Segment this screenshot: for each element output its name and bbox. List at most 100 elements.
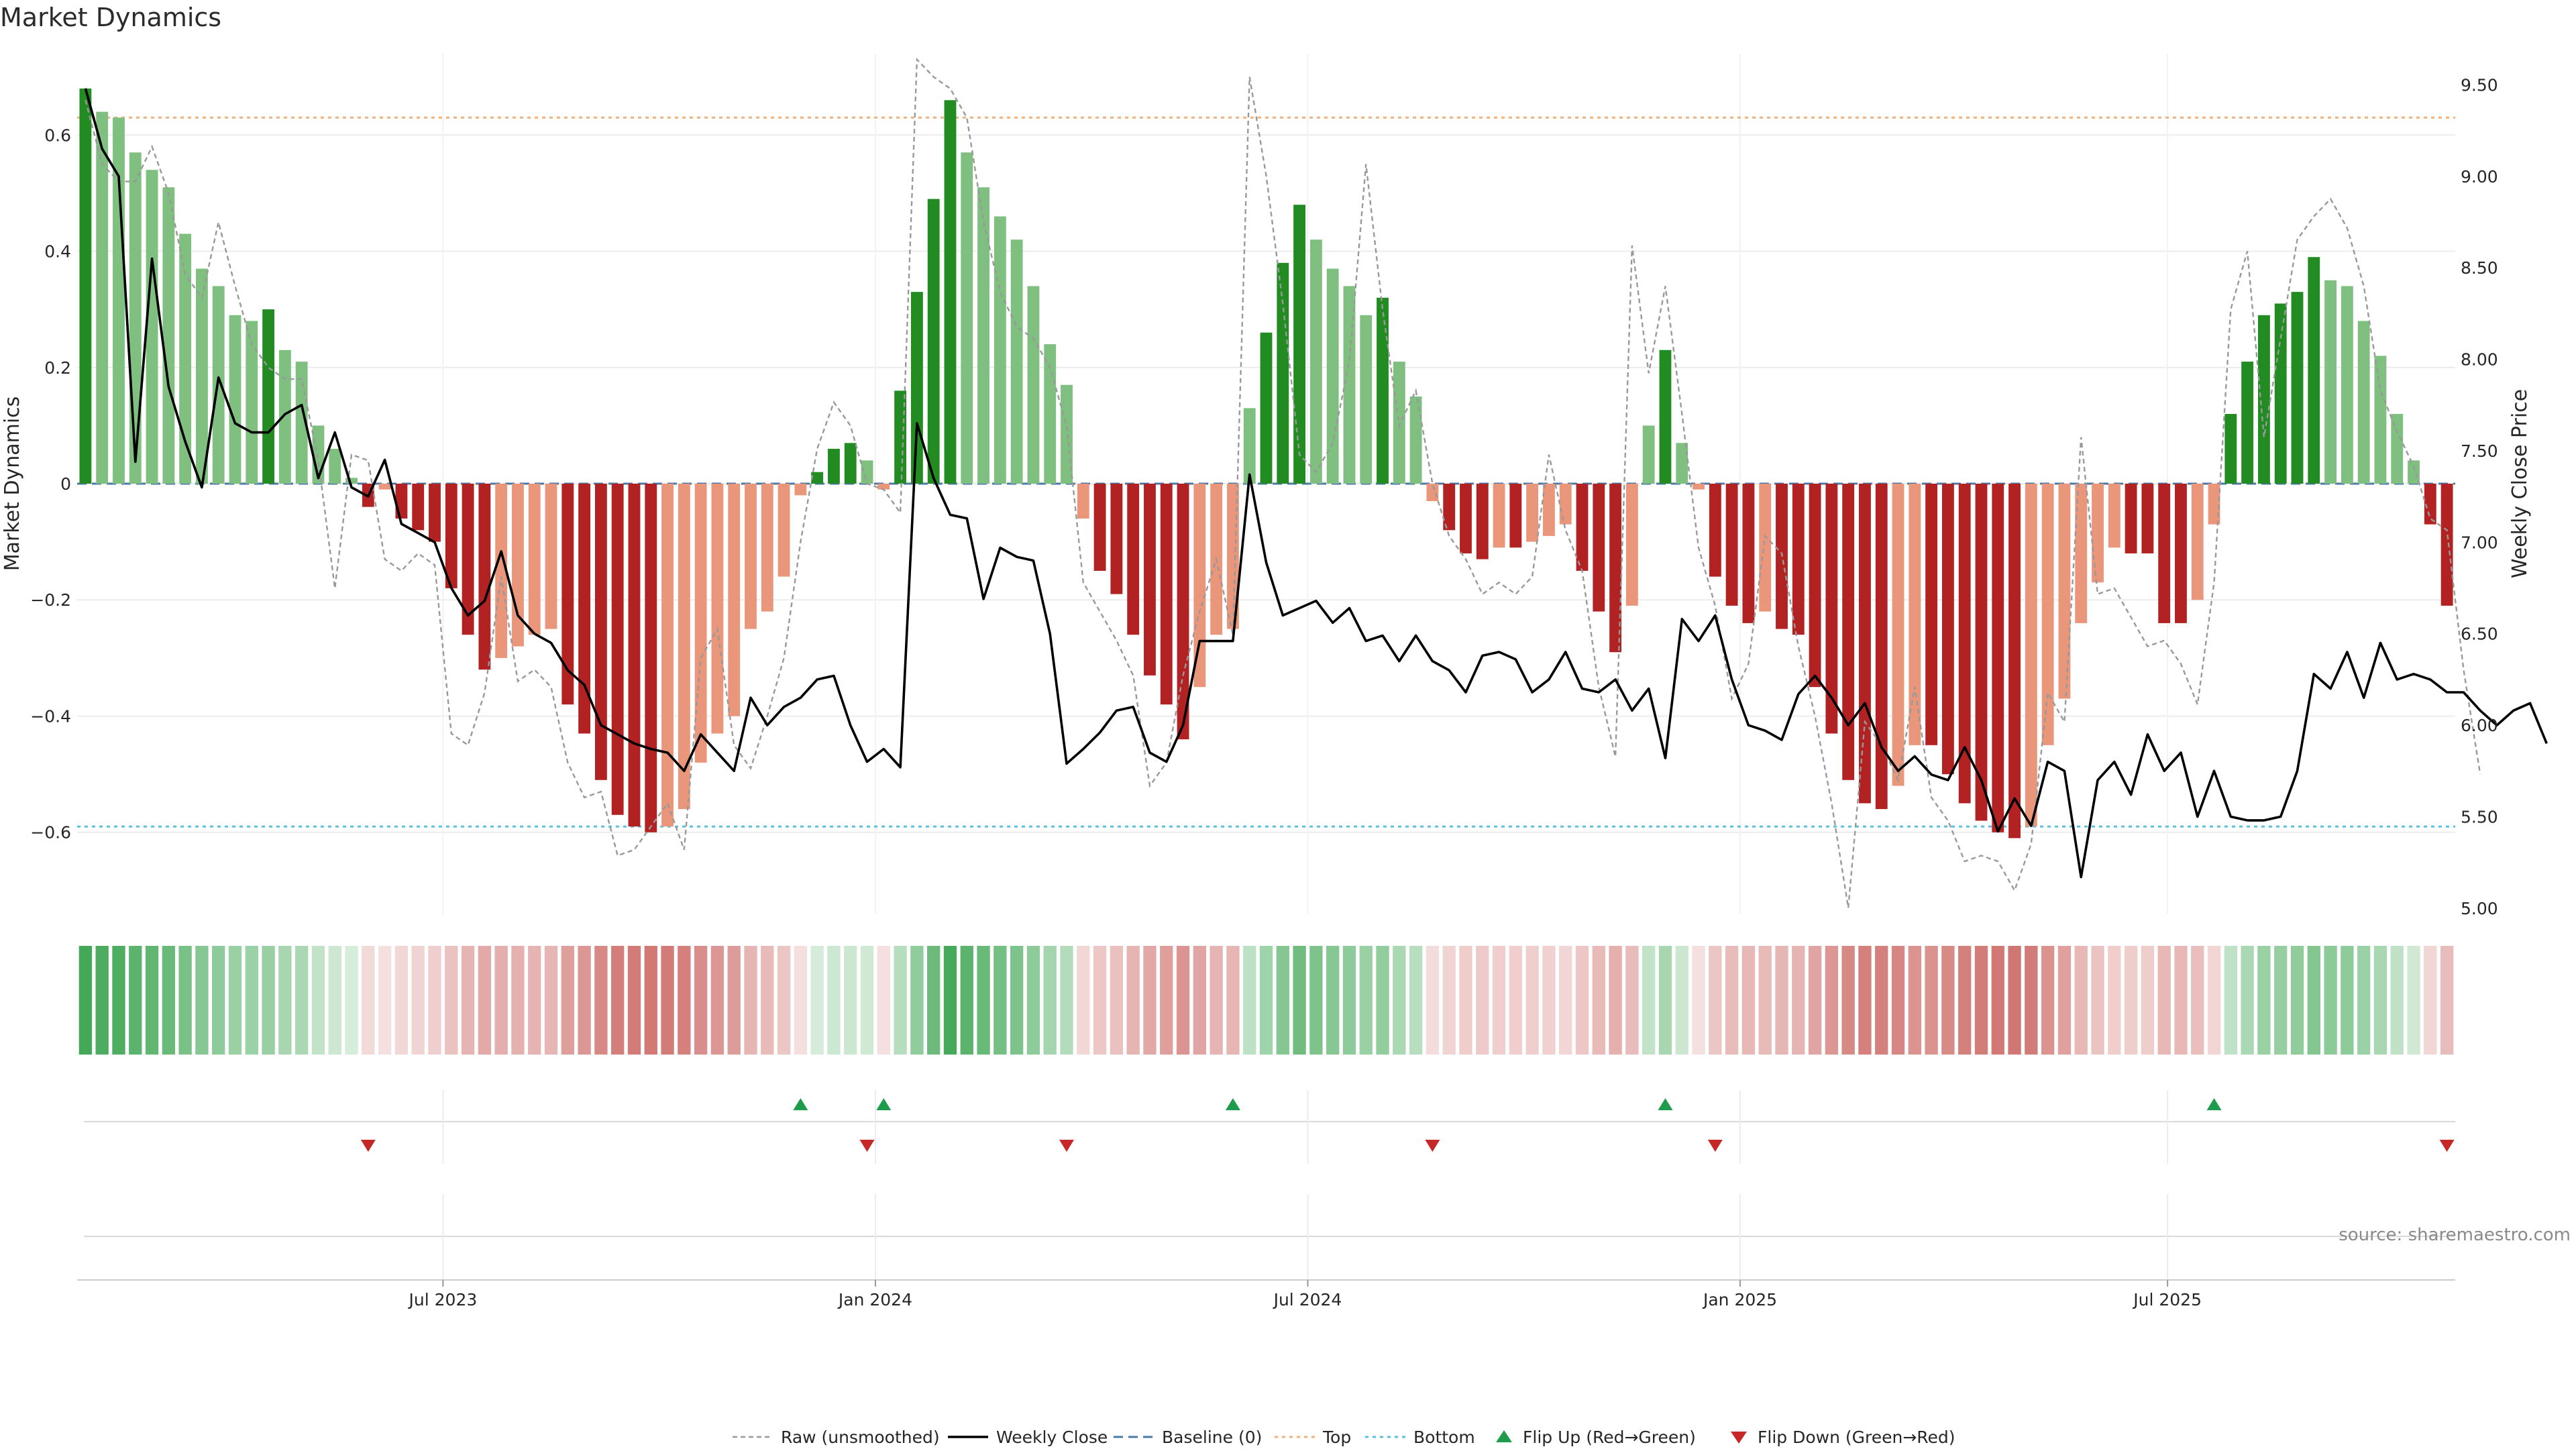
heat-cell <box>694 946 708 1055</box>
dynamics-bar <box>162 187 175 484</box>
heat-cell <box>1575 946 1589 1055</box>
dynamics-bar <box>512 484 524 647</box>
heat-cell <box>1043 946 1057 1055</box>
heat-cell <box>2407 946 2420 1055</box>
y-right-tick-label: 5.50 <box>2461 807 2498 826</box>
heat-cell <box>378 946 392 1055</box>
legend-label: Bottom <box>1413 1428 1475 1447</box>
heat-cell <box>1476 946 1489 1055</box>
dynamics-bar <box>1842 484 1855 780</box>
dynamics-bar <box>1077 484 1089 519</box>
heat-cell <box>2290 946 2304 1055</box>
dynamics-bar <box>1625 484 1638 606</box>
dynamics-bar <box>1909 484 1921 745</box>
heat-cell <box>1625 946 1639 1055</box>
dynamics-bar <box>1443 484 1456 531</box>
heat-cell <box>894 946 907 1055</box>
dynamics-bar <box>429 484 441 542</box>
dynamics-bar <box>1825 484 1838 734</box>
heat-cell <box>394 946 409 1055</box>
heat-cell <box>1808 946 1822 1055</box>
y-left-axis-title: Market Dynamics <box>1 396 24 572</box>
y-left-tick-label: 0 <box>60 474 71 494</box>
heat-cell <box>1077 946 1090 1055</box>
heat-cell <box>1276 946 1289 1055</box>
chart-legend: Raw (unsmoothed) Weekly Close Baseline (0)… <box>733 1428 1955 1447</box>
dynamics-bar <box>877 484 890 490</box>
dynamics-bar <box>1925 484 1938 745</box>
heat-cell <box>1658 946 1672 1055</box>
x-tick-label: Jan 2024 <box>837 1290 912 1309</box>
heat-cell <box>1542 946 1556 1055</box>
dynamics-bar <box>1493 484 1505 548</box>
dynamics-bar <box>1144 484 1156 676</box>
legend-item-flip_up: Flip Up (Red→Green) <box>1496 1428 1696 1447</box>
dynamics-bar <box>1543 484 1555 536</box>
heat-cell <box>1309 946 1323 1055</box>
x-axis-ticks: Jul 2023 Jan 2024 Jul 2024 Jan 2025 Jul 2025 <box>408 1280 2202 1309</box>
heat-cell <box>528 946 541 1055</box>
dynamics-bar <box>1742 484 1755 623</box>
heat-cell <box>1193 946 1207 1055</box>
dynamics-bar <box>2357 321 2370 484</box>
dynamics-bar <box>561 484 574 705</box>
heat-cell <box>1376 946 1389 1055</box>
dynamics-bar <box>229 315 241 484</box>
legend-swatch-flip-up <box>1496 1430 1512 1442</box>
heat-cell <box>2390 946 2404 1055</box>
dynamics-bar <box>994 216 1006 484</box>
dynamics-bar <box>1127 484 1140 635</box>
y-right-tick-label: 6.00 <box>2461 716 2498 735</box>
dynamics-bar <box>745 484 757 629</box>
dynamics-bar <box>2058 484 2071 699</box>
dynamics-bar <box>1792 484 1805 635</box>
heat-cell <box>1160 946 1173 1055</box>
heat-cell <box>2341 946 2354 1055</box>
flip-down-marker <box>1425 1140 1440 1152</box>
heat-cell <box>2157 946 2171 1055</box>
dynamics-bar <box>927 199 940 484</box>
dynamics-bar <box>2341 286 2353 484</box>
flip-down-marker <box>1059 1140 1075 1152</box>
dynamics-bar <box>1509 484 1522 548</box>
heat-cell <box>2274 946 2288 1055</box>
dynamics-bar <box>1992 484 2004 833</box>
heat-cell <box>1592 946 1605 1055</box>
y-left-tick-label: 0.6 <box>44 125 71 145</box>
dynamics-bar <box>113 117 125 484</box>
heat-cell <box>245 946 258 1055</box>
heat-cell <box>611 946 625 1055</box>
dynamics-bar <box>329 449 341 484</box>
dynamics-bar <box>2257 315 2270 484</box>
dynamics-bar <box>977 187 989 484</box>
dynamics-bar <box>2374 356 2387 484</box>
dynamics-bar <box>661 484 674 827</box>
heat-cell <box>544 946 558 1055</box>
dynamics-bar <box>1576 484 1589 571</box>
dynamics-bar <box>378 484 391 490</box>
dynamics-bar <box>1293 205 1306 484</box>
heat-cell <box>2091 946 2104 1055</box>
heat-cell <box>145 946 159 1055</box>
heat-cell <box>2307 946 2320 1055</box>
dynamics-bar <box>179 233 192 484</box>
heat-cell <box>1559 946 1572 1055</box>
heat-cell <box>461 946 475 1055</box>
dynamics-bar <box>910 292 923 484</box>
heat-cell <box>2141 946 2155 1055</box>
heat-cell <box>727 946 741 1055</box>
heat-cell <box>860 946 874 1055</box>
heat-cell <box>2074 946 2088 1055</box>
dynamics-bar <box>1476 484 1489 559</box>
flip-markers-panel <box>84 1090 2455 1164</box>
heat-cell <box>1110 946 1124 1055</box>
dynamics-bar <box>1759 484 1772 612</box>
y-right-tick-label: 7.50 <box>2461 441 2498 461</box>
legend-item-bottom: Bottom <box>1365 1428 1475 1447</box>
dynamics-bar <box>2092 484 2104 583</box>
heat-cell <box>212 946 225 1055</box>
dynamics-bar <box>1193 484 1206 688</box>
heat-cell <box>1642 946 1656 1055</box>
heat-cell <box>1226 946 1240 1055</box>
